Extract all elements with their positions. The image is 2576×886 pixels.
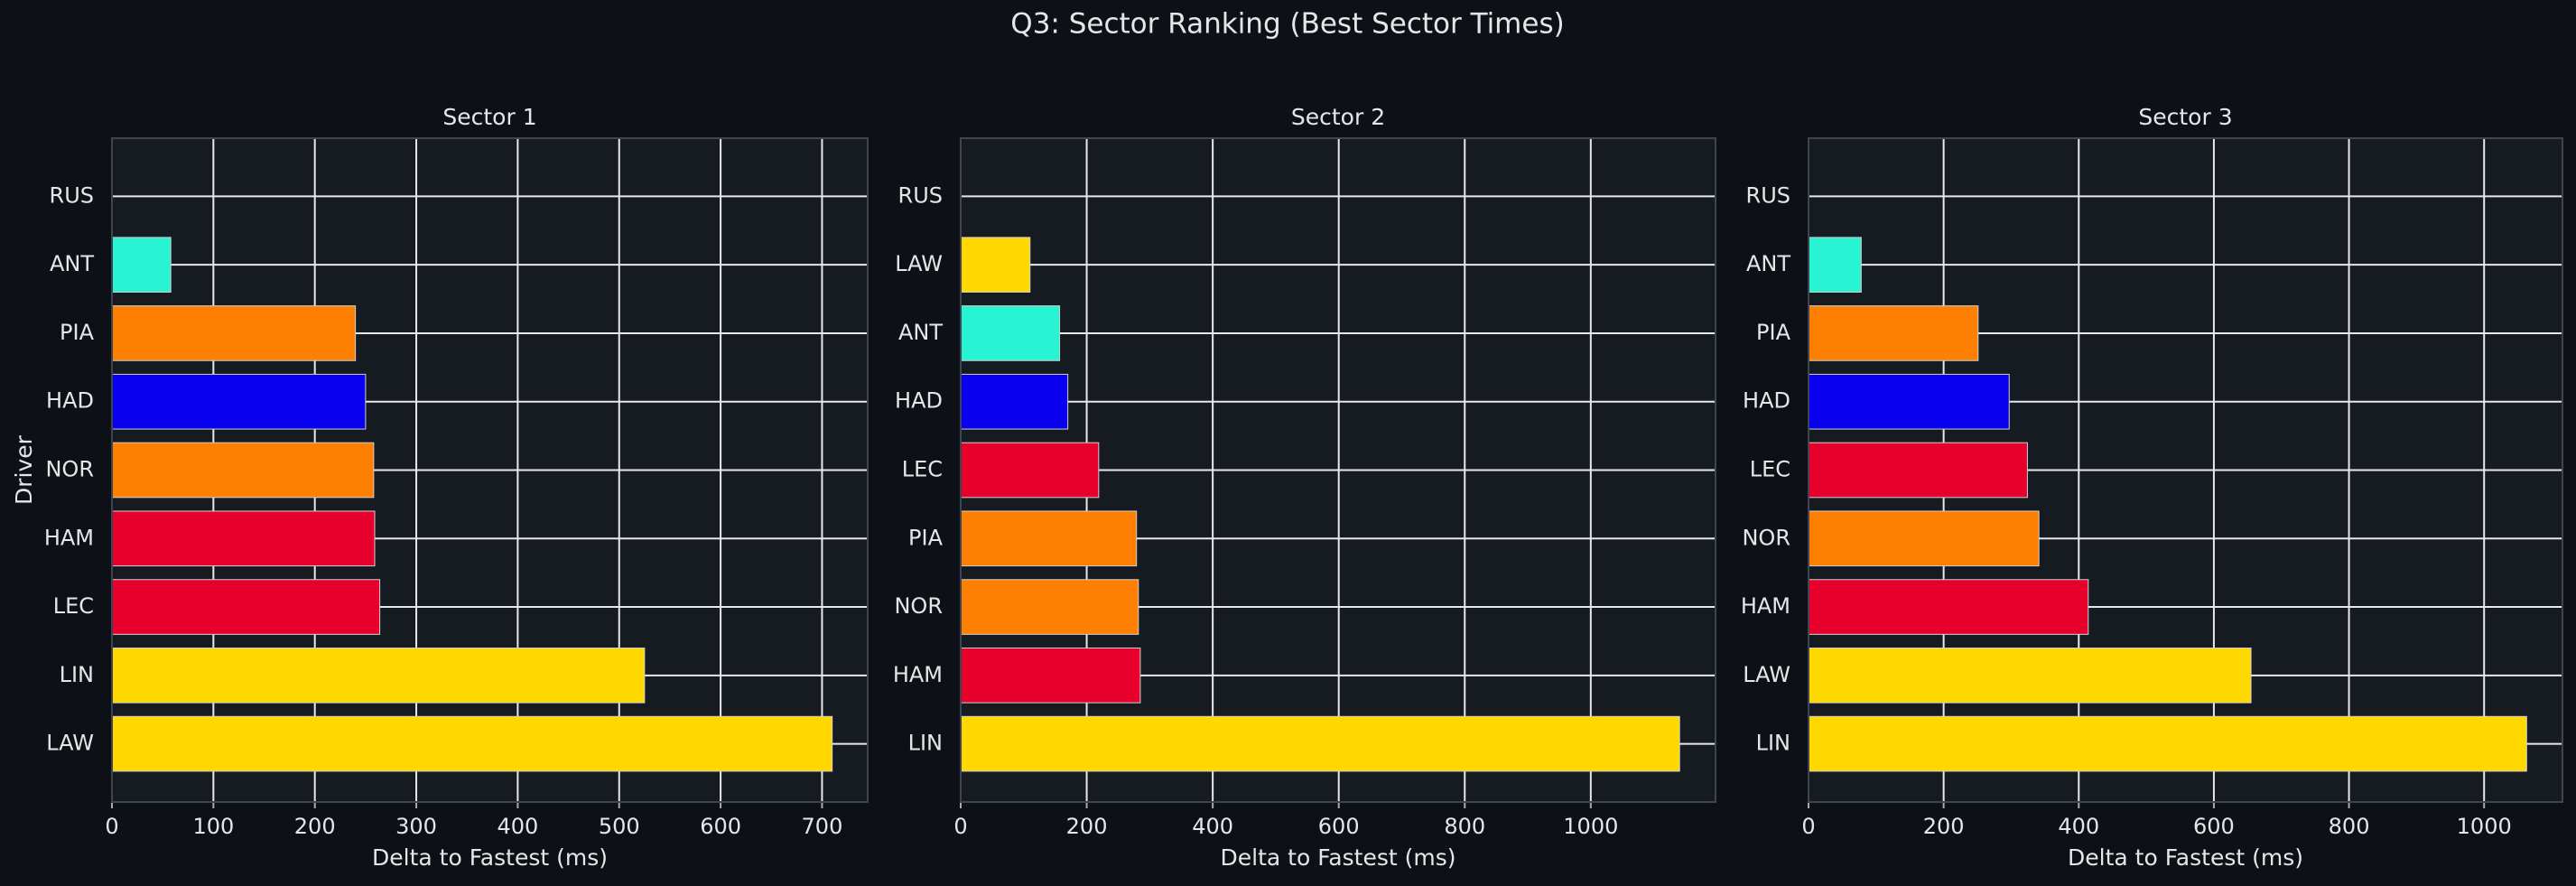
y-tick-label: LEC — [902, 457, 943, 482]
y-tick-label: ANT — [50, 251, 94, 276]
bar — [111, 373, 367, 430]
x-tick-label: 600 — [2193, 814, 2235, 839]
y-tick-label: HAM — [1741, 593, 1790, 619]
y-tick-label: LIN — [908, 731, 943, 756]
y-tick-label: NOR — [45, 457, 94, 482]
y-tick-label: ANT — [1746, 251, 1790, 276]
y-tick-label: LAW — [46, 731, 94, 756]
bar — [960, 442, 1100, 499]
y-tick-label: HAD — [895, 388, 943, 414]
bar — [960, 305, 1061, 361]
x-tick-label: 0 — [105, 814, 118, 839]
bar — [111, 305, 357, 361]
subplot-title: Sector 2 — [1291, 104, 1385, 130]
bar — [1808, 648, 2252, 704]
x-tick-label: 1000 — [1563, 814, 1618, 839]
x-tick-label: 400 — [2058, 814, 2099, 839]
plot-border — [111, 137, 869, 803]
plot-border — [1808, 137, 2563, 803]
bar — [1808, 510, 2040, 567]
y-tick-label: NOR — [894, 593, 943, 619]
y-tick-label: LAW — [1743, 662, 1790, 687]
bar — [960, 373, 1069, 430]
x-tick-label: 400 — [1192, 814, 1233, 839]
bar — [111, 237, 172, 293]
y-tick-label: LIN — [60, 662, 94, 687]
y-tick-label: LEC — [53, 593, 94, 619]
bar — [1808, 442, 2028, 499]
subplot-title: Sector 1 — [442, 104, 536, 130]
bar — [960, 715, 1680, 772]
bar — [960, 237, 1031, 293]
y-tick-label: HAM — [44, 525, 94, 550]
x-tick-label: 200 — [1066, 814, 1108, 839]
y-tick-label: ANT — [898, 320, 943, 345]
subplot-title: Sector 3 — [2138, 104, 2232, 130]
y-axis-label: Driver — [11, 434, 37, 505]
y-tick-label: RUS — [1746, 182, 1790, 208]
x-tick-label: 700 — [802, 814, 843, 839]
x-tick-label: 0 — [1801, 814, 1815, 839]
y-tick-label: HAM — [893, 662, 943, 687]
x-tick-label: 1000 — [2457, 814, 2512, 839]
bar — [1808, 373, 2010, 430]
x-tick-label: 100 — [192, 814, 234, 839]
y-tick-label: LAW — [895, 251, 943, 276]
bar — [111, 442, 375, 499]
x-tick-label: 400 — [497, 814, 538, 839]
x-tick-label: 200 — [294, 814, 336, 839]
figure-title: Q3: Sector Ranking (Best Sector Times) — [1010, 8, 1564, 41]
x-tick-label: 0 — [953, 814, 967, 839]
bar — [1808, 579, 2089, 635]
x-tick-label: 300 — [395, 814, 437, 839]
y-tick-label: NOR — [1742, 525, 1790, 550]
y-tick-label: LIN — [1756, 731, 1790, 756]
bar — [111, 510, 376, 567]
bar — [960, 510, 1138, 567]
x-tick-label: 600 — [1318, 814, 1360, 839]
x-axis-label: Delta to Fastest (ms) — [372, 844, 608, 871]
x-axis-label: Delta to Fastest (ms) — [2068, 844, 2303, 871]
x-tick-label: 600 — [700, 814, 741, 839]
bar — [960, 648, 1141, 704]
y-tick-label: HAD — [46, 388, 94, 414]
bar — [960, 579, 1139, 635]
y-tick-label: PIA — [1756, 320, 1791, 345]
x-tick-label: 800 — [2329, 814, 2370, 839]
x-tick-label: 800 — [1444, 814, 1485, 839]
y-tick-label: RUS — [50, 182, 94, 208]
bar — [1808, 715, 2527, 772]
bar — [111, 579, 381, 635]
x-axis-label: Delta to Fastest (ms) — [1221, 844, 1456, 871]
y-tick-label: LEC — [1750, 457, 1790, 482]
y-tick-label: HAD — [1743, 388, 1790, 414]
x-tick-label: 200 — [1923, 814, 1965, 839]
y-tick-label: PIA — [60, 320, 95, 345]
bar — [1808, 237, 1862, 293]
bar — [1808, 305, 1979, 361]
y-tick-label: PIA — [908, 525, 944, 550]
y-tick-label: RUS — [898, 182, 943, 208]
bar — [111, 715, 833, 772]
bar — [111, 648, 646, 704]
plot-border — [960, 137, 1716, 803]
x-tick-label: 500 — [599, 814, 640, 839]
